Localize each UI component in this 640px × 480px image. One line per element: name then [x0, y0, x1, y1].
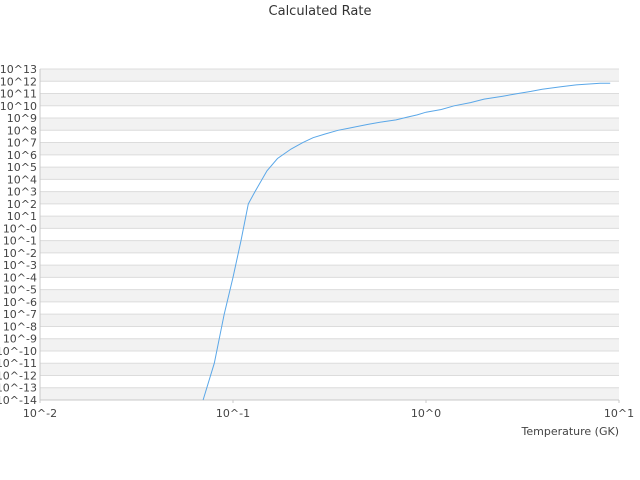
chart-title: Calculated Rate	[268, 4, 372, 19]
y-tick-label: 10^-5	[3, 284, 37, 297]
y-tick-label: 10^-12	[0, 369, 37, 382]
series-line	[202, 82, 611, 401]
grid-band	[40, 142, 619, 155]
grid-bands	[40, 69, 619, 400]
grid-band	[40, 338, 619, 351]
grid-band	[40, 191, 619, 204]
grid-band	[40, 167, 619, 180]
y-tick-label: 10^-1	[3, 235, 37, 248]
x-tick-label: 10^0	[411, 407, 441, 420]
grid-band	[40, 69, 619, 82]
y-tick-label: 10^6	[7, 149, 37, 162]
y-tick-label: 10^10	[0, 100, 37, 113]
y-tick-label: 10^-7	[3, 308, 37, 321]
x-tick-labels: 10^-2 10^-1 10^0 10^1	[23, 400, 634, 420]
x-tick-label: 10^-1	[216, 407, 250, 420]
y-tick-label: 10^4	[7, 173, 37, 186]
y-tick-label: 10^-11	[0, 357, 37, 370]
y-tick-label: 10^-8	[3, 320, 37, 333]
y-tick-label: 10^5	[7, 161, 37, 174]
y-tick-label: 10^12	[0, 75, 37, 88]
y-tick-label: 10^-3	[3, 259, 37, 272]
y-tick-label: 10^-14	[0, 394, 37, 407]
grid-band	[40, 363, 619, 376]
grid-band	[40, 265, 619, 278]
grid-band	[40, 93, 619, 106]
grid-band	[40, 216, 619, 229]
grid-band	[40, 314, 619, 327]
y-gridlines	[40, 68, 619, 401]
y-tick-label: 10^3	[7, 186, 37, 199]
y-tick-label: 10^7	[7, 137, 37, 150]
y-tick-label: 10^1	[7, 210, 37, 223]
grid-band	[40, 118, 619, 131]
y-tick-label: 10^9	[7, 112, 37, 125]
y-tick-label: 10^-2	[3, 247, 37, 260]
x-axis-label: Temperature (GK)	[521, 425, 620, 438]
x-tick-label: 10^-2	[23, 407, 57, 420]
y-tick-label: 10^11	[0, 88, 37, 101]
y-tick-label: 10^-13	[0, 382, 37, 395]
x-tick-label: 10^1	[604, 407, 634, 420]
y-tick-label: 10^-9	[3, 333, 37, 346]
y-tick-label: 10^-6	[3, 296, 37, 309]
y-tick-label: 10^8	[7, 124, 37, 137]
y-tick-label: 10^-0	[3, 222, 37, 235]
y-tick-label: 10^13	[0, 63, 37, 76]
y-tick-labels: 10^-1410^-1310^-1210^-1110^-1010^-910^-8…	[0, 63, 37, 407]
y-tick-label: 10^2	[7, 198, 37, 211]
grid-band	[40, 240, 619, 253]
grid-band	[40, 387, 619, 400]
y-tick-label: 10^-10	[0, 345, 37, 358]
y-tick-label: 10^-4	[3, 271, 37, 284]
grid-band	[40, 289, 619, 302]
